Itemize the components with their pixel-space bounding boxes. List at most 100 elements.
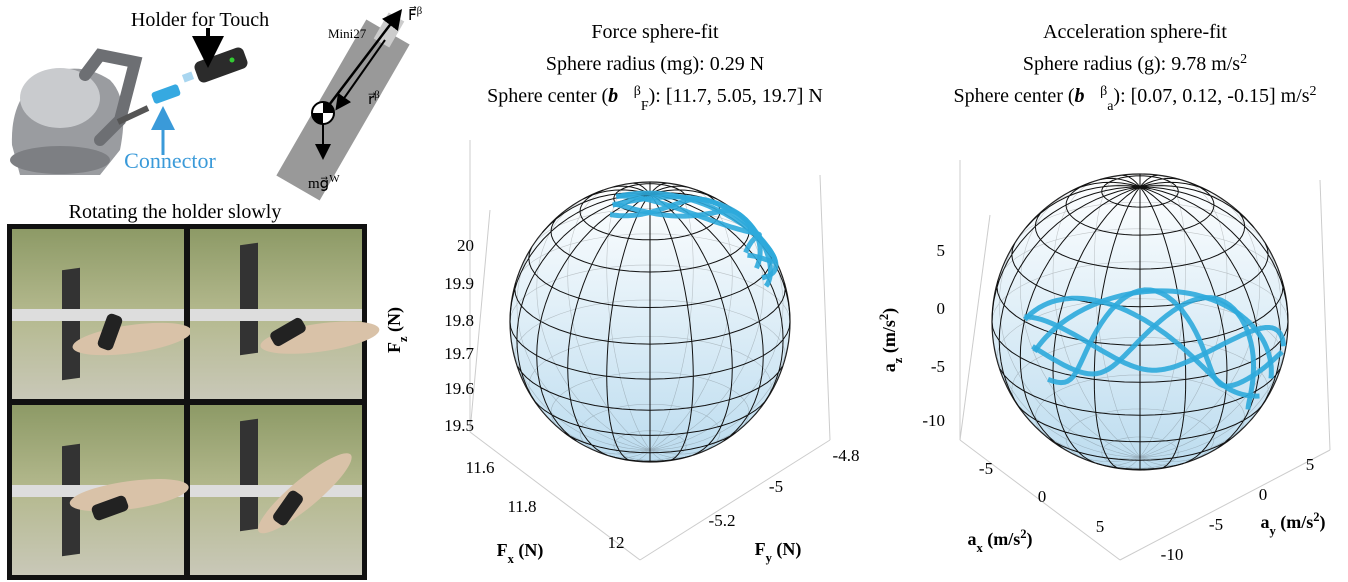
span: a [967,529,976,549]
table [12,309,184,321]
text-line: Sphere radius (g): 9.78 m/s2 [1023,52,1247,76]
sub: x [976,541,983,555]
y-tick-label: -4.8 [833,446,860,465]
axis-box-line [639,439,831,561]
z-tick-label: 19.5 [444,416,474,435]
force-label: F⃗β [408,5,423,24]
z-tick-label: -10 [922,411,945,430]
sub: z [891,357,905,363]
axis-box-line [959,214,991,441]
y-tick-label: 0 [1259,485,1268,504]
span: Sphere radius (g): 9.78 m/s [1023,53,1240,75]
span: F [755,539,766,559]
monitor [240,418,258,532]
symbol: F⃗ [408,5,417,24]
weight-label: mg⃗W [308,173,340,192]
sup: W [329,173,340,185]
span: Sphere center ( [953,85,1074,107]
table [190,309,362,321]
text-line: Sphere radius (mg): 0.29 N [546,53,764,75]
span: ): [0.07, 0.12, -0.15] m/s [1113,85,1309,107]
monitor [62,443,80,557]
span: ) [1027,529,1033,550]
span: a [1260,512,1269,532]
span: F [497,540,508,560]
sup: β [1100,84,1107,99]
span: ): [11.7, 5.05, 19.7] N [649,85,823,107]
z-tick-label: 19.7 [444,344,474,363]
monitor [62,267,80,381]
symbol: r⃗ [368,92,376,108]
holder [270,317,306,347]
trajectory [616,193,762,254]
text-line: Sphere center (b⃗βa): [0.07, 0.12, -0.15… [953,84,1316,114]
holder [273,490,303,526]
z-tick-label: -5 [931,357,945,376]
span: (m/s [983,529,1021,550]
x-tick-label: 5 [1096,517,1105,536]
holder [91,495,129,521]
bi: b⃗ [608,85,634,107]
axis-box-line [1319,179,1331,451]
sup: β [417,5,423,17]
z-tick-label: 19.8 [444,311,474,330]
axis-box-line [959,439,1121,561]
x-tick-label: 11.8 [507,497,536,516]
table [190,485,362,497]
device-illustration [10,28,248,175]
bi: b⃗ [1075,85,1101,107]
text-line: Fy (N) [755,539,802,565]
symbol: mg⃗ [308,176,329,192]
sensor-label: Mini27 [328,26,367,41]
sup: 2 [1240,52,1247,67]
trajectory [1032,288,1274,379]
text-line: Sphere center (b⃗βF): [11.7, 5.05, 19.7]… [487,84,823,114]
sub: F [641,99,649,114]
text-line: Fz (N) [384,307,410,353]
text-line: ax (m/s2) [967,527,1032,555]
span: (m/s [1276,512,1314,533]
holder [97,313,123,351]
r-label: r⃗β [368,89,381,108]
trajectory [1023,295,1260,399]
monitor [240,242,258,356]
x-tick-label: 0 [1038,487,1047,506]
arm [69,479,189,512]
x-tick-label: 12 [608,533,625,552]
trajectory [609,196,778,264]
z-tick-label: 19.6 [444,379,474,398]
trajectory [1024,314,1287,373]
sub: y [1269,524,1276,538]
span: Sphere radius (mg): 0.29 N [546,53,764,75]
text-line: Fx (N) [497,540,544,566]
axis-box-line [819,174,831,441]
x-tick-label: 11.6 [465,458,494,477]
sup: 2 [877,314,891,320]
sup: 2 [1020,527,1026,541]
sphere-front-mesh [509,182,791,462]
span: F [384,342,404,353]
z-tick-label: 5 [937,241,946,260]
y-tick-label: -5.2 [709,511,736,530]
y-tick-label: -5 [1209,515,1223,534]
axis-box-line [469,431,641,561]
span: (N) [514,540,544,561]
plot-title: Acceleration sphere-fit [1043,21,1227,43]
sup: β [374,89,380,101]
text-line: az (m/s2) [877,308,905,372]
span: a [879,363,899,372]
y-tick-label: 5 [1306,455,1315,474]
span: (m/s [879,320,900,358]
holder-label: Holder for Touch [131,9,269,31]
x-tick-label: -5 [979,459,993,478]
sub: a [1107,99,1114,114]
z-tick-label: 19.9 [444,274,474,293]
sup: 2 [1310,84,1317,99]
span: (N) [772,539,802,560]
text-line: ay (m/s2) [1260,510,1325,538]
axis-box-line [1119,449,1331,561]
span: Sphere center ( [487,85,608,107]
span: ) [1320,512,1326,533]
